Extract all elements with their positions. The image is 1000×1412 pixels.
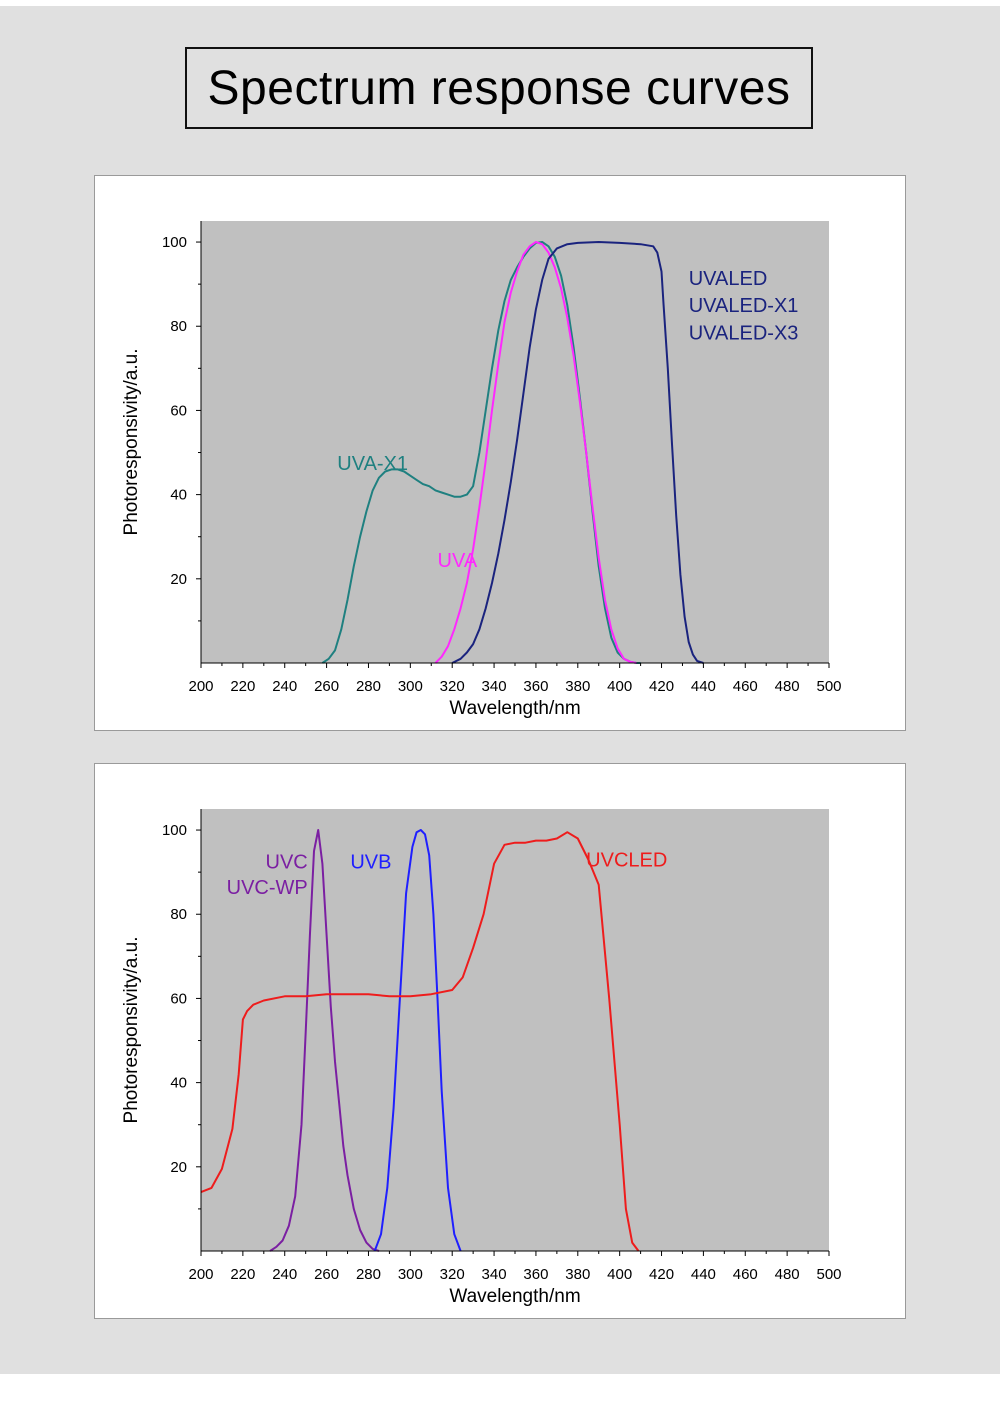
chart-2-series-2-line (200, 831, 640, 1252)
chart-1-x-tick-label: 360 (523, 678, 548, 695)
chart-1-y-tick-label: 80 (170, 318, 187, 335)
chart-1-series-1-line (434, 241, 637, 664)
chart-2-x-tick-label: 300 (398, 1266, 423, 1283)
chart-panel-uvc: 200 220 240 260 280 300 320 340 360 380 400 420 440 4… (94, 763, 906, 1319)
chart-2-x-tick-label: 400 (607, 1266, 632, 1283)
page-title: Spectrum response curves (207, 61, 791, 115)
chart-2-x-tick-label: 480 (775, 1266, 800, 1283)
chart-2-plot-area (201, 809, 829, 1251)
chart-1-curve-label: UVALED-X3 (689, 323, 799, 345)
chart-1-x-tick-label: 400 (607, 678, 632, 695)
chart-1-x-tick-label: 320 (440, 678, 465, 695)
chart-uva: 200 220 240 260 280 300 320 340 360 380 400 420 440 4… (121, 221, 842, 719)
chart-1-x-tick-label: 380 (565, 678, 590, 695)
chart-panel-uva: 200 220 240 260 280 300 320 340 360 380 400 420 440 4… (94, 175, 906, 731)
chart-1-series-2-line (451, 241, 704, 664)
chart-1-x-tick-label: 300 (398, 678, 423, 695)
chart-2-x-tick-label: 220 (230, 1266, 255, 1283)
chart-1-plot-area (201, 221, 829, 663)
chart-1-curve-label: UVA-X1 (337, 453, 408, 475)
chart-2-y-tick-label: 100 (162, 822, 187, 839)
chart-1-y-tick-label: 60 (170, 402, 187, 419)
chart-2-y-tick-label: 20 (170, 1159, 187, 1176)
chart-2-y-tick-label: 80 (170, 906, 187, 923)
chart-2-y-tick-label: 40 (170, 1075, 187, 1092)
chart-2-series-0-line (269, 829, 380, 1252)
chart-2-x-tick-label: 380 (565, 1266, 590, 1283)
chart-2-series-1-line (373, 829, 462, 1252)
chart-2-x-tick-label: 440 (691, 1266, 716, 1283)
chart-uvc: 200 220 240 260 280 300 320 340 360 380 400 420 440 4… (121, 809, 842, 1307)
chart-2-x-tick-label: 360 (523, 1266, 548, 1283)
chart-1-x-tick-label: 460 (733, 678, 758, 695)
chart-1-curve-label: UVA (438, 550, 478, 572)
chart-2-x-tick-label: 200 (188, 1266, 213, 1283)
chart-2-x-tick-label: 320 (440, 1266, 465, 1283)
chart-1-x-tick-label: 440 (691, 678, 716, 695)
chart-2-x-tick-label: 500 (816, 1266, 841, 1283)
chart-1-x-tick-label: 340 (482, 678, 507, 695)
chart-1-x-tick-label: 240 (272, 678, 297, 695)
chart-2-x-tick-label: 260 (314, 1266, 339, 1283)
chart-2-x-tick-label: 460 (733, 1266, 758, 1283)
title-box: Spectrum response curves (185, 47, 813, 129)
chart-1-x-tick-label: 280 (356, 678, 381, 695)
chart-1-x-tick-label: 260 (314, 678, 339, 695)
chart-1-y-tick-label: 40 (170, 487, 187, 504)
chart-2-x-tick-label: 420 (649, 1266, 674, 1283)
chart-2-x-axis-label: Wavelength/nm (449, 1286, 580, 1307)
chart-2-curve-label: UVC (266, 852, 308, 874)
chart-1-y-axis-label: Photoresponsivity/a.u. (121, 349, 142, 536)
chart-2-y-axis-label: Photoresponsivity/a.u. (121, 937, 142, 1124)
chart-2-x-tick-label: 240 (272, 1266, 297, 1283)
chart-2-y-tick-label: 60 (170, 990, 187, 1007)
chart-2-x-tick-label: 280 (356, 1266, 381, 1283)
chart-1-curve-label: UVALED (689, 268, 768, 290)
chart-1-x-tick-label: 500 (816, 678, 841, 695)
chart-1-x-tick-label: 480 (775, 678, 800, 695)
chart-1-x-tick-label: 420 (649, 678, 674, 695)
chart-2-curve-label: UVCLED (586, 850, 667, 872)
chart-1-x-tick-label: 200 (188, 678, 213, 695)
chart-1-y-tick-label: 100 (162, 234, 187, 251)
chart-2-x-tick-label: 340 (482, 1266, 507, 1283)
chart-1-x-axis-label: Wavelength/nm (449, 698, 580, 719)
chart-1-x-tick-label: 220 (230, 678, 255, 695)
chart-1-curve-label: UVALED-X1 (689, 295, 799, 317)
chart-2-curve-label: UVB (350, 852, 391, 874)
chart-2-curve-label: UVC-WP (227, 877, 308, 899)
chart-1-y-tick-label: 20 (170, 571, 187, 588)
